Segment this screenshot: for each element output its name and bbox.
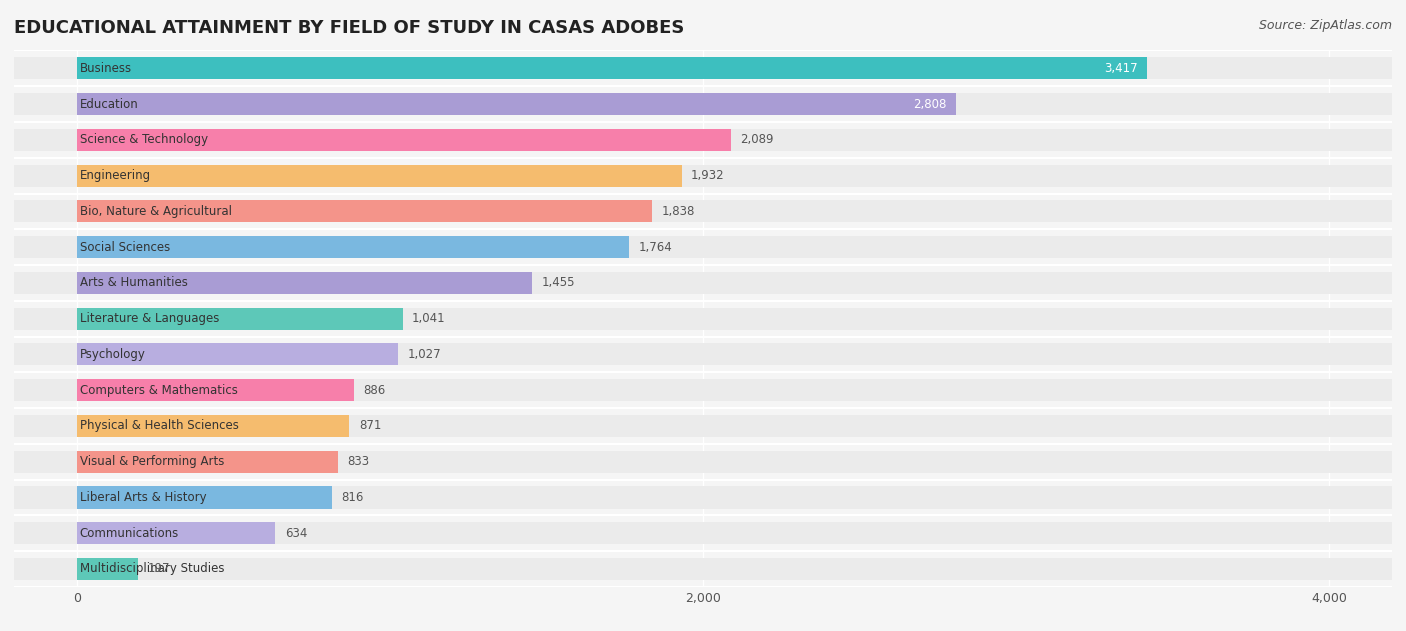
Bar [77,522,276,545]
Bar [77,93,956,115]
Bar [14,236,1392,258]
Bar [14,415,1392,437]
Text: 816: 816 [342,491,364,504]
Text: 2,089: 2,089 [741,133,773,146]
Text: Literature & Languages: Literature & Languages [80,312,219,325]
Bar [77,57,1147,80]
Bar [14,200,1392,223]
Text: 2,808: 2,808 [914,98,946,110]
Text: 1,838: 1,838 [662,205,695,218]
Text: Engineering: Engineering [80,169,150,182]
Text: Physical & Health Sciences: Physical & Health Sciences [80,420,239,432]
Bar [14,379,1392,401]
Text: 1,764: 1,764 [638,240,672,254]
Text: Psychology: Psychology [80,348,146,361]
Bar [77,379,354,401]
Bar [14,57,1392,80]
Bar [77,129,731,151]
Bar [77,343,398,365]
Bar [77,200,652,223]
Bar [14,93,1392,115]
Bar [77,165,682,187]
Text: Science & Technology: Science & Technology [80,133,208,146]
Bar [77,487,332,509]
Bar [14,272,1392,294]
Text: 1,041: 1,041 [412,312,446,325]
Bar [77,307,402,330]
Text: 1,455: 1,455 [541,276,575,290]
Text: Education: Education [80,98,139,110]
Text: 833: 833 [347,455,368,468]
Text: Arts & Humanities: Arts & Humanities [80,276,187,290]
Text: 1,027: 1,027 [408,348,441,361]
Bar [77,558,138,580]
Bar [77,236,628,258]
Text: Source: ZipAtlas.com: Source: ZipAtlas.com [1258,19,1392,32]
Text: 3,417: 3,417 [1104,62,1137,75]
Text: 1,932: 1,932 [692,169,724,182]
Bar [14,343,1392,365]
Bar [14,129,1392,151]
Bar [14,558,1392,580]
Text: Computers & Mathematics: Computers & Mathematics [80,384,238,397]
Text: 871: 871 [359,420,381,432]
Text: 886: 886 [364,384,385,397]
Bar [14,307,1392,330]
Text: Social Sciences: Social Sciences [80,240,170,254]
Bar [14,522,1392,545]
Bar [77,272,533,294]
Bar [14,487,1392,509]
Bar [14,451,1392,473]
Text: Bio, Nature & Agricultural: Bio, Nature & Agricultural [80,205,232,218]
Bar [14,165,1392,187]
Bar [77,451,337,473]
Text: EDUCATIONAL ATTAINMENT BY FIELD OF STUDY IN CASAS ADOBES: EDUCATIONAL ATTAINMENT BY FIELD OF STUDY… [14,19,685,37]
Text: Multidisciplinary Studies: Multidisciplinary Studies [80,562,225,575]
Bar [77,415,350,437]
Text: Business: Business [80,62,132,75]
Text: Liberal Arts & History: Liberal Arts & History [80,491,207,504]
Text: Visual & Performing Arts: Visual & Performing Arts [80,455,224,468]
Text: 634: 634 [284,527,307,540]
Text: 197: 197 [148,562,170,575]
Text: Communications: Communications [80,527,179,540]
